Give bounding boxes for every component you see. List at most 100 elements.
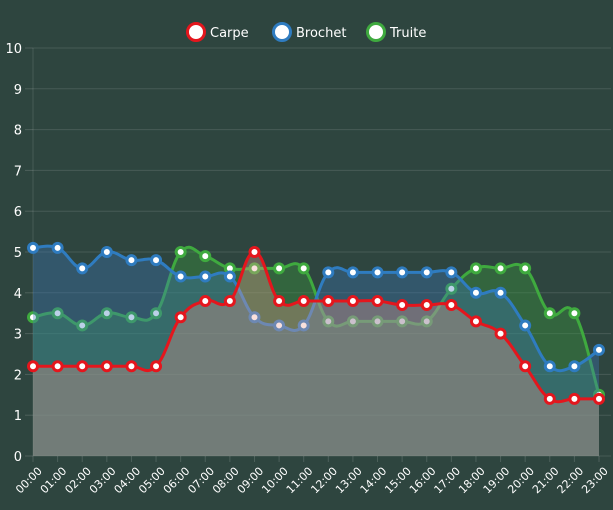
x-tick-label: 01:00: [38, 465, 70, 497]
y-tick-label: 3: [14, 328, 22, 343]
data-point[interactable]: [125, 254, 138, 267]
data-point[interactable]: [322, 266, 335, 279]
data-point[interactable]: [125, 360, 138, 373]
data-point[interactable]: [371, 266, 384, 279]
data-point[interactable]: [322, 294, 335, 307]
data-point[interactable]: [100, 307, 113, 320]
data-point[interactable]: [519, 262, 532, 275]
data-point[interactable]: [76, 319, 89, 332]
data-point[interactable]: [174, 311, 187, 324]
legend-item-truite[interactable]: Truite: [366, 22, 427, 42]
data-point[interactable]: [346, 315, 359, 328]
x-tick-label: 13:00: [333, 465, 365, 497]
x-tick-label: 18:00: [456, 465, 488, 497]
data-point[interactable]: [150, 254, 163, 267]
data-point[interactable]: [371, 294, 384, 307]
data-point[interactable]: [543, 392, 556, 405]
data-point[interactable]: [27, 311, 39, 324]
y-tick-label: 10: [5, 42, 22, 57]
data-point[interactable]: [100, 360, 113, 373]
x-tick-label: 15:00: [382, 465, 414, 497]
data-point[interactable]: [297, 294, 310, 307]
data-point[interactable]: [494, 286, 507, 299]
data-point[interactable]: [248, 262, 261, 275]
series-area: [33, 252, 599, 456]
data-point[interactable]: [76, 262, 89, 275]
data-point[interactable]: [199, 270, 212, 283]
x-tick-label: 19:00: [481, 465, 513, 497]
legend-label: Carpe: [210, 26, 249, 41]
series-area: [33, 247, 599, 456]
data-point[interactable]: [420, 315, 433, 328]
x-tick-label: 09:00: [235, 465, 267, 497]
data-point[interactable]: [519, 360, 532, 373]
data-point[interactable]: [51, 241, 64, 254]
data-point[interactable]: [396, 315, 409, 328]
data-point[interactable]: [297, 262, 310, 275]
data-point[interactable]: [568, 392, 581, 405]
data-point[interactable]: [223, 294, 236, 307]
data-point[interactable]: [150, 307, 163, 320]
data-point[interactable]: [543, 307, 556, 320]
data-point[interactable]: [273, 319, 286, 332]
data-point[interactable]: [519, 319, 532, 332]
data-point[interactable]: [568, 307, 581, 320]
data-point[interactable]: [27, 241, 39, 254]
legend-marker-icon: [366, 22, 386, 42]
data-point[interactable]: [100, 246, 113, 258]
data-point[interactable]: [396, 299, 409, 312]
x-tick-label: 20:00: [505, 465, 537, 497]
data-point[interactable]: [322, 315, 335, 328]
data-point[interactable]: [469, 262, 482, 275]
data-point[interactable]: [568, 360, 581, 373]
data-point[interactable]: [371, 315, 384, 328]
data-point[interactable]: [469, 286, 482, 299]
data-point[interactable]: [445, 266, 458, 279]
x-axis: 00:0001:0002:0003:0004:0005:0006:0007:00…: [13, 465, 611, 497]
data-point[interactable]: [174, 270, 187, 283]
data-point[interactable]: [396, 266, 409, 279]
data-point[interactable]: [273, 294, 286, 307]
data-point[interactable]: [223, 270, 236, 283]
data-point[interactable]: [469, 315, 482, 328]
data-point[interactable]: [51, 360, 64, 373]
data-point[interactable]: [76, 360, 89, 373]
data-point[interactable]: [199, 294, 212, 307]
y-tick-label: 1: [14, 409, 22, 424]
data-point[interactable]: [297, 319, 310, 332]
x-tick-label: 08:00: [210, 465, 242, 497]
series-carpe: [27, 246, 605, 456]
data-point[interactable]: [174, 246, 187, 258]
data-point[interactable]: [445, 282, 458, 295]
series-area: [33, 246, 599, 456]
data-point[interactable]: [27, 360, 39, 373]
data-point[interactable]: [150, 360, 163, 373]
data-point[interactable]: [445, 299, 458, 312]
data-point[interactable]: [51, 307, 64, 320]
grid: [25, 47, 611, 462]
data-point[interactable]: [593, 392, 605, 405]
x-tick-label: 23:00: [579, 465, 611, 497]
data-point[interactable]: [420, 266, 433, 279]
data-point[interactable]: [248, 311, 261, 324]
data-point[interactable]: [494, 262, 507, 275]
legend-marker-icon: [272, 22, 292, 42]
data-point[interactable]: [248, 246, 261, 258]
x-tick-label: 05:00: [136, 465, 168, 497]
y-tick-label: 8: [14, 124, 22, 139]
x-tick-label: 02:00: [62, 465, 94, 497]
data-point[interactable]: [273, 262, 286, 275]
data-point[interactable]: [593, 343, 605, 356]
x-tick-label: 07:00: [185, 465, 217, 497]
data-point[interactable]: [125, 311, 138, 324]
data-point[interactable]: [346, 266, 359, 279]
x-tick-label: 14:00: [358, 465, 390, 497]
legend-item-carpe[interactable]: Carpe: [186, 22, 249, 42]
legend-item-brochet[interactable]: Brochet: [272, 22, 347, 42]
data-point[interactable]: [494, 327, 507, 340]
data-point[interactable]: [420, 299, 433, 312]
data-point[interactable]: [199, 250, 212, 263]
plot-area: [27, 241, 605, 456]
data-point[interactable]: [543, 360, 556, 373]
data-point[interactable]: [346, 294, 359, 307]
